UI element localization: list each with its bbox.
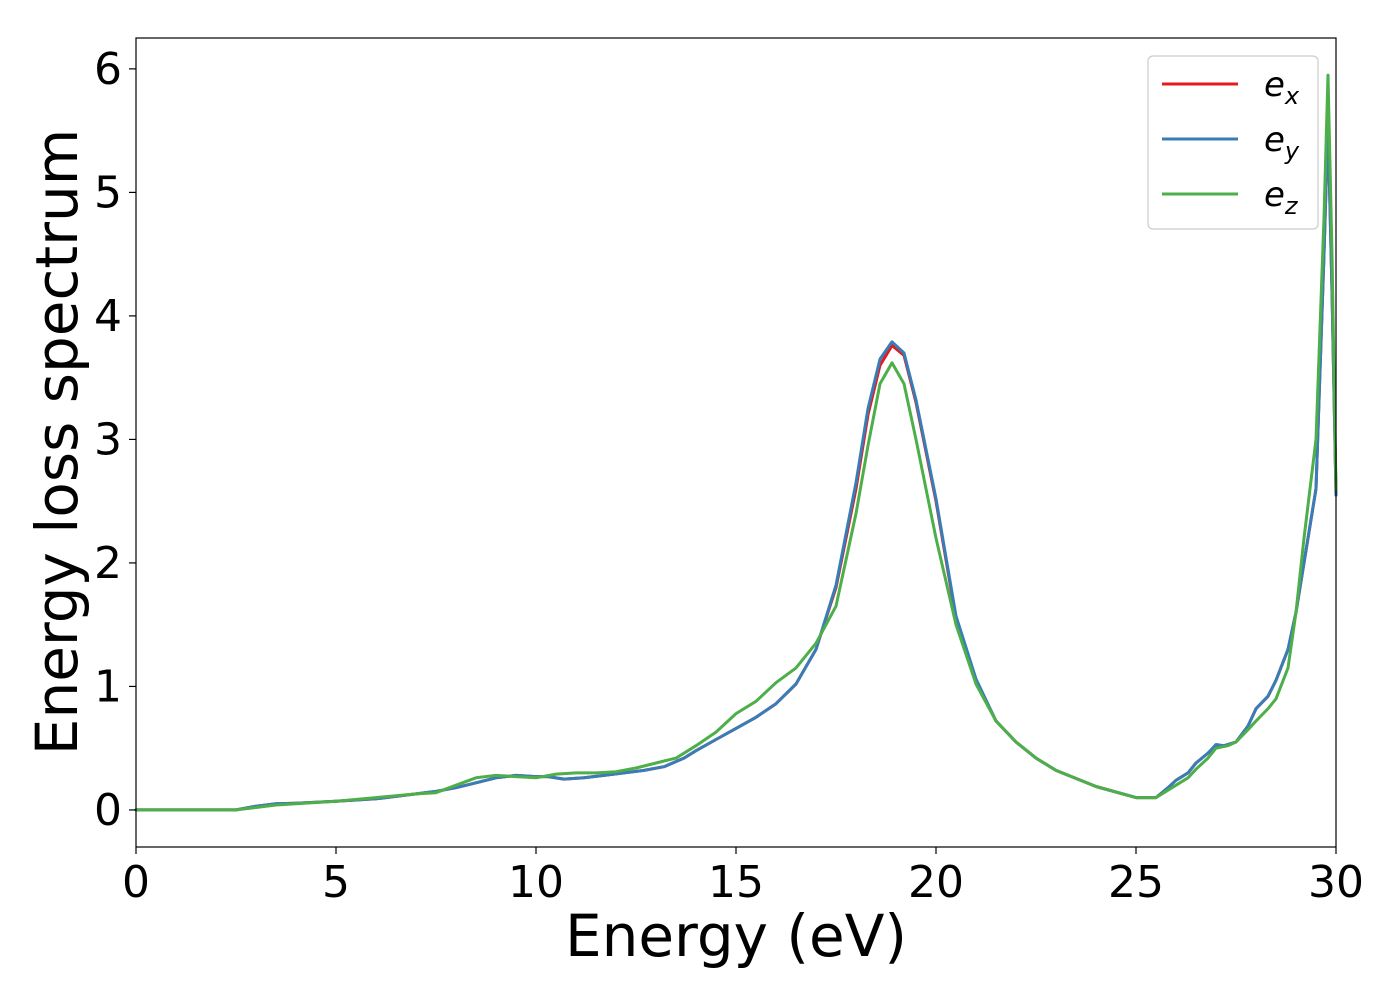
legend-label-ey: ey <box>1264 120 1300 165</box>
series-line-ez <box>134 73 1338 812</box>
y-tick-label: 0 <box>94 785 122 836</box>
legend-box <box>1147 55 1319 230</box>
series-line-ey <box>134 119 1338 812</box>
x-tick-label: 15 <box>708 857 764 908</box>
y-tick-label: 6 <box>94 44 122 95</box>
y-axis-ticks: 0 1 2 3 4 5 6 <box>94 44 136 836</box>
x-axis-title: Energy (eV) <box>565 902 907 970</box>
y-axis-title: Energy loss spectrum <box>23 129 91 755</box>
x-tick-label: 0 <box>122 857 150 908</box>
legend-label-ez: ez <box>1264 175 1299 220</box>
x-tick-label: 5 <box>322 857 350 908</box>
legend: ex ey ez <box>1147 55 1319 230</box>
y-tick-label: 3 <box>94 414 122 465</box>
x-tick-label: 10 <box>508 857 564 908</box>
y-tick-label: 2 <box>94 538 122 589</box>
legend-label-ex: ex <box>1264 65 1300 110</box>
y-tick-label: 1 <box>94 661 122 712</box>
x-tick-label: 30 <box>1308 857 1364 908</box>
y-tick-label: 4 <box>94 291 122 342</box>
y-tick-label: 5 <box>94 167 122 218</box>
series-lines <box>134 73 1338 812</box>
x-tick-label: 25 <box>1108 857 1164 908</box>
x-tick-label: 20 <box>908 857 964 908</box>
x-axis-ticks: 0 5 10 15 20 25 30 <box>122 847 1364 908</box>
